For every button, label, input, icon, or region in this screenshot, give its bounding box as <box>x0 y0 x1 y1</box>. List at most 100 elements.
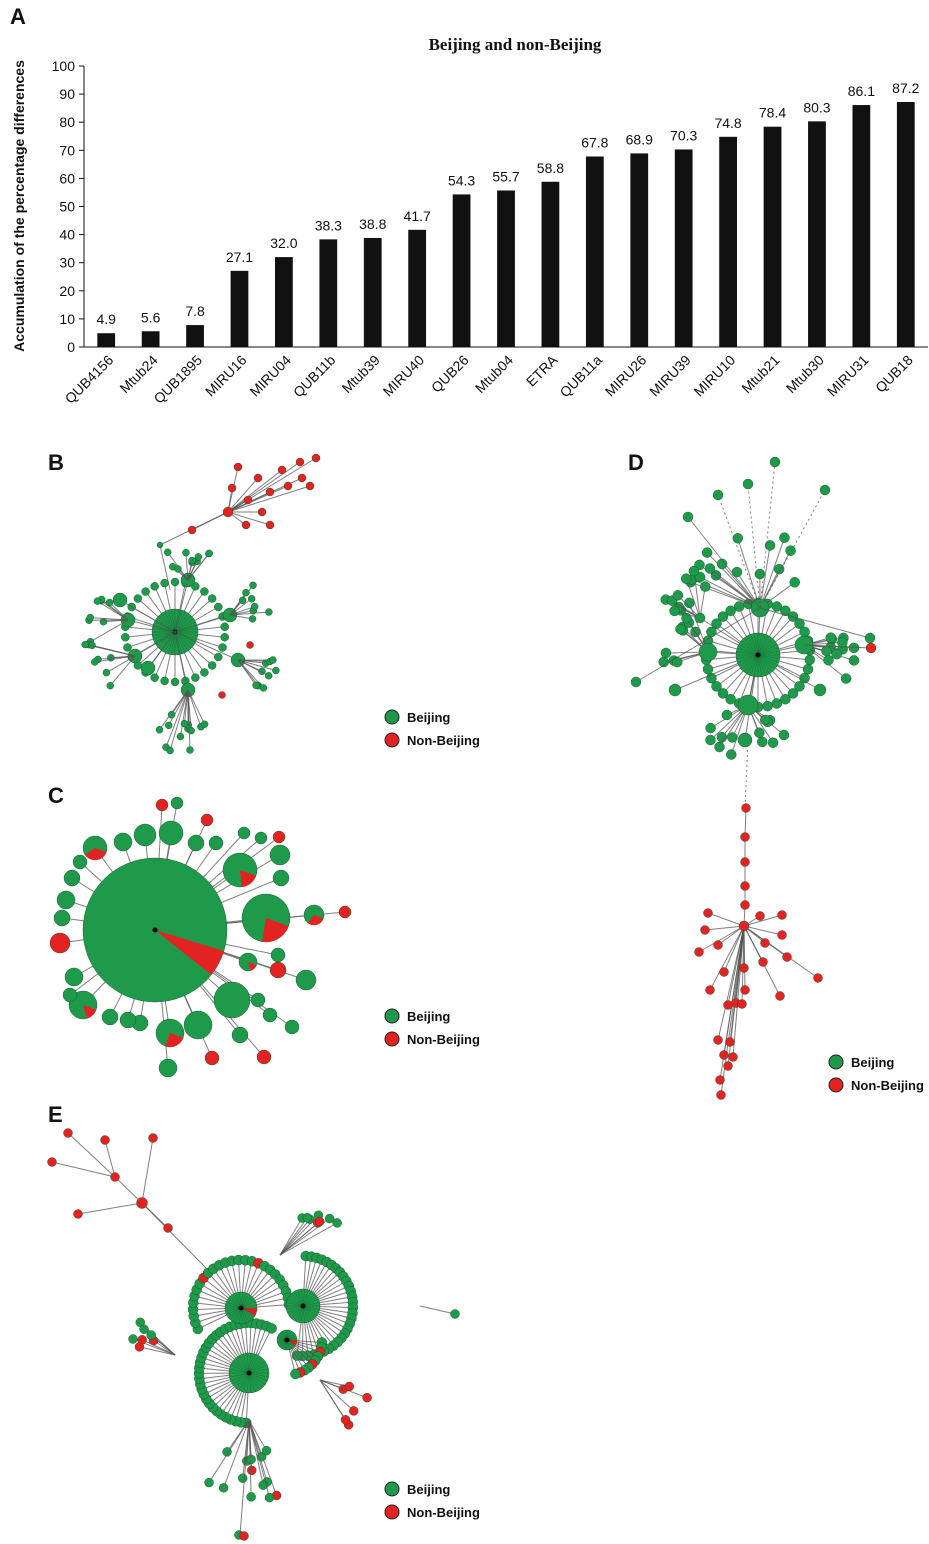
hub-spoke <box>225 1307 242 1312</box>
beijing-node <box>324 1213 335 1224</box>
beijing-node <box>174 565 182 573</box>
bar <box>674 149 693 347</box>
hub-spoke <box>757 654 780 660</box>
hub-spoke <box>240 1307 252 1321</box>
network-edge <box>90 617 129 621</box>
beijing-node <box>170 796 184 810</box>
non-beijing-node <box>241 520 251 530</box>
non-beijing-node <box>758 957 768 967</box>
non-beijing-node <box>705 985 715 995</box>
non-beijing-node <box>49 932 71 954</box>
non-beijing-node <box>703 908 713 918</box>
non-beijing-node <box>777 930 787 940</box>
hub-spoke <box>736 654 759 660</box>
beijing-node <box>242 588 250 597</box>
non-beijing-node <box>218 691 226 699</box>
hub-center <box>300 1303 306 1309</box>
legend-c: Beijing Non-Beijing <box>384 1008 480 1047</box>
hub-spoke <box>248 1372 260 1391</box>
beijing-node <box>864 632 876 644</box>
network-edge <box>141 1137 154 1204</box>
hub-spoke <box>174 615 192 633</box>
bar <box>719 136 737 347</box>
beijing-node <box>72 854 88 870</box>
hub-spoke <box>242 1372 250 1393</box>
hub-spoke <box>248 1372 269 1378</box>
y-axis-label: Accumulation of the percentage differenc… <box>11 60 27 352</box>
beijing-node <box>702 664 714 675</box>
hub-spoke <box>240 1294 250 1309</box>
network-edge <box>227 477 259 513</box>
hub-spoke <box>239 1292 242 1309</box>
hub-spoke <box>230 1372 250 1382</box>
beijing-node <box>802 664 814 675</box>
bar-value-label: 27.1 <box>226 249 253 265</box>
beijing-node <box>213 981 251 1019</box>
beijing-node <box>91 658 99 666</box>
beijing-node <box>180 719 189 728</box>
legend-beijing-marker <box>384 1481 400 1497</box>
beijing-node <box>721 709 733 721</box>
beijing-node <box>799 626 810 638</box>
non-beijing-node <box>760 938 770 948</box>
beijing-node <box>717 688 729 699</box>
non-beijing-node <box>297 473 307 483</box>
network-edge <box>759 537 785 609</box>
beijing-node <box>265 608 273 616</box>
beijing-node <box>218 1483 229 1493</box>
network-edge <box>191 511 229 531</box>
network-edge <box>67 1132 116 1178</box>
beijing-node <box>56 890 76 910</box>
non-beijing-node <box>344 1381 354 1392</box>
network-panel-e <box>47 1128 460 1541</box>
beijing-node <box>734 601 745 612</box>
network-edge <box>187 553 210 581</box>
beijing-node <box>701 547 713 558</box>
non-beijing-node <box>755 911 765 921</box>
beijing-node <box>700 581 711 592</box>
network-edge <box>248 1419 252 1497</box>
hub-spoke <box>757 643 778 656</box>
non-beijing-node <box>738 920 750 932</box>
beijing-node <box>187 834 205 852</box>
non-beijing-node <box>233 462 243 472</box>
beijing-node <box>146 1330 156 1340</box>
beijing-node <box>269 844 291 866</box>
beijing-node <box>262 1007 278 1023</box>
network-edge <box>229 598 252 616</box>
non-beijing-node <box>155 798 169 812</box>
category-label: QUB1895 <box>150 352 205 407</box>
hub-spoke <box>743 637 759 656</box>
hub-center <box>755 652 761 658</box>
bar <box>585 156 604 347</box>
bar-value-label: 68.9 <box>626 131 653 147</box>
network-edge <box>747 483 761 609</box>
beijing-node <box>101 1008 119 1026</box>
beijing-node <box>250 992 266 1008</box>
hub-spoke <box>757 650 780 656</box>
beijing-node <box>672 656 683 668</box>
hub-spoke <box>240 1295 252 1309</box>
beijing-node <box>188 556 196 565</box>
pie-slice-non-beijing <box>83 1005 97 1019</box>
beijing-node <box>247 595 256 603</box>
non-beijing-node <box>740 985 750 995</box>
beijing-node <box>246 1492 256 1502</box>
beijing-node <box>133 823 157 847</box>
beijing-node <box>222 1447 232 1457</box>
hub-spoke <box>158 631 176 649</box>
beijing-node <box>264 1492 275 1503</box>
hub-spoke <box>248 1357 263 1374</box>
beijing-node <box>165 721 173 730</box>
network-edge <box>279 1221 320 1256</box>
bar-value-label: 78.4 <box>759 105 786 121</box>
hub-spoke <box>302 1295 317 1307</box>
pie-slice-non-beijing <box>240 870 256 887</box>
y-tick-label: 80 <box>59 114 75 130</box>
hub-spoke <box>757 654 779 663</box>
non-beijing-node <box>715 1075 725 1085</box>
beijing-node <box>837 637 848 648</box>
bar-value-label: 87.2 <box>892 80 919 96</box>
hub-spoke <box>225 1304 242 1309</box>
